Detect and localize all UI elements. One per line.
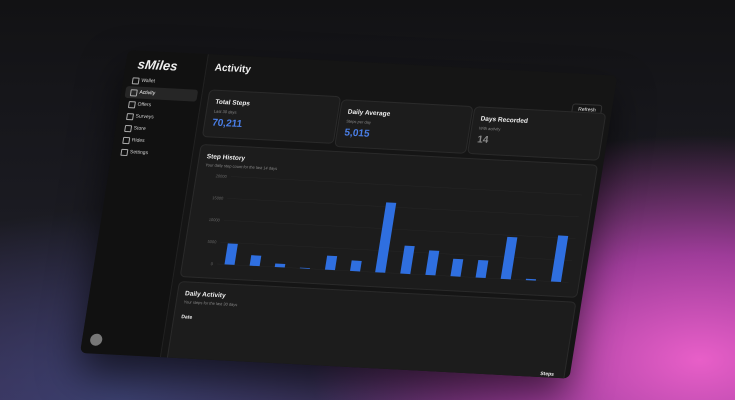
bar-chart: 0 5000 10000 15000 20000 xyxy=(207,173,583,283)
bar xyxy=(475,260,489,279)
grid-line xyxy=(230,176,583,196)
column-header: Date xyxy=(180,314,193,321)
avatar[interactable] xyxy=(89,333,104,347)
nav: Wallet Activity Offers Surveys Store Rides Set… xyxy=(115,74,200,161)
stat-title: Days Recorded xyxy=(480,115,529,125)
grid-line xyxy=(223,220,576,239)
stat-value: 70,211 xyxy=(211,117,243,131)
daily-activity-card: Daily Activity Your steps for the last 3… xyxy=(164,280,577,379)
column-header: Steps xyxy=(539,371,555,378)
y-tick-label: 15000 xyxy=(212,195,225,201)
stat-card: Total Steps Last 30 days 70,211 xyxy=(201,89,342,144)
stat-subtitle: With activity xyxy=(478,125,501,132)
stat-subtitle: Steps per day xyxy=(345,118,372,125)
bar xyxy=(324,255,338,271)
stat-card: Daily Average Steps per day 5,015 xyxy=(334,99,474,154)
bar xyxy=(375,202,397,273)
bar xyxy=(274,263,286,268)
card-title: Daily Activity xyxy=(184,290,227,300)
grid-line xyxy=(216,263,569,283)
bar xyxy=(224,243,238,265)
bar xyxy=(525,278,537,281)
step-history-card: Step History Your daily step count for t… xyxy=(179,143,599,298)
y-tick-label: 10000 xyxy=(208,217,221,223)
app-window: sMiles Wallet Activity Offers Surveys Store R… xyxy=(80,50,618,379)
stat-value: 5,015 xyxy=(343,127,371,140)
stat-title: Total Steps xyxy=(214,98,251,108)
grid-line xyxy=(220,241,572,261)
bar xyxy=(400,245,415,275)
bar xyxy=(450,258,464,277)
stat-card: Days Recorded With activity 14 xyxy=(466,106,607,161)
grid-line xyxy=(227,198,579,218)
bar xyxy=(550,235,569,282)
stat-subtitle: Last 30 days xyxy=(213,108,238,115)
card-subtitle: Your steps for the last 30 days xyxy=(183,299,238,308)
page-title: Activity xyxy=(213,62,252,76)
stat-value: 14 xyxy=(476,134,490,146)
brand: sMiles xyxy=(136,56,179,74)
bar xyxy=(299,267,310,269)
bar xyxy=(425,250,440,276)
bar xyxy=(500,236,518,280)
main: Activity Refresh Total Steps Last 30 days… xyxy=(161,54,617,379)
nav-item[interactable]: Settings xyxy=(115,146,189,162)
y-tick-label: 5000 xyxy=(207,239,217,244)
y-tick-label: 0 xyxy=(210,261,214,266)
y-tick-label: 20000 xyxy=(215,173,228,179)
stat-title: Daily Average xyxy=(347,108,391,118)
bar xyxy=(350,260,362,272)
bar xyxy=(249,255,262,267)
